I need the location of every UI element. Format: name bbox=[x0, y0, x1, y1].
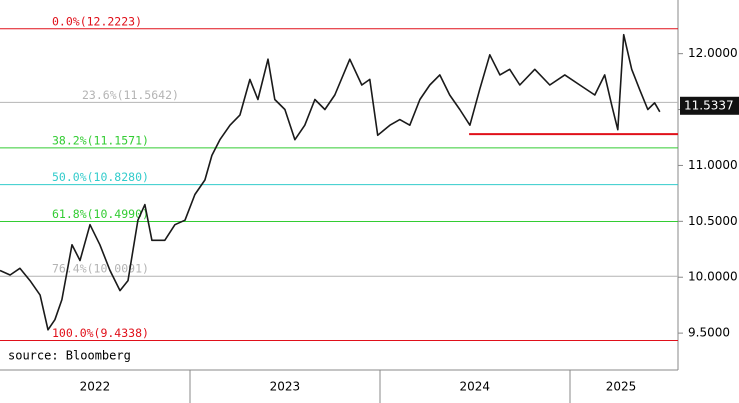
source-box bbox=[2, 346, 152, 364]
fib-label: 76.4%(10.0091) bbox=[52, 262, 149, 276]
x-tick-label: 2025 bbox=[606, 380, 637, 394]
x-tick-label: 2024 bbox=[460, 380, 491, 394]
fib-label: 50.0%(10.8280) bbox=[52, 170, 149, 184]
source: source: Bloomberg bbox=[8, 349, 131, 363]
last-price-box bbox=[680, 96, 739, 115]
y-tick-label: 10.0000 bbox=[688, 270, 738, 284]
price-line bbox=[0, 33, 661, 331]
x-tick-label: 2022 bbox=[80, 380, 111, 394]
y-tick-label: 12.0000 bbox=[688, 46, 738, 60]
fib-label: 61.8%(10.4990) bbox=[52, 207, 149, 221]
fib-label: 0.0%(12.2223) bbox=[52, 14, 142, 28]
y-tick-label: 10.5000 bbox=[688, 214, 738, 228]
y-tick-label: 9.5000 bbox=[688, 326, 730, 340]
last-price-label: 11.5337 bbox=[684, 98, 734, 112]
y-tick-label: 11.0000 bbox=[688, 158, 738, 172]
x-tick-label: 2023 bbox=[270, 380, 301, 394]
fib-label: 38.2%(11.1571) bbox=[52, 133, 149, 147]
fib-label: 100.0%(9.4338) bbox=[52, 326, 149, 340]
fib-label: 23.6%(11.5642) bbox=[82, 88, 179, 102]
